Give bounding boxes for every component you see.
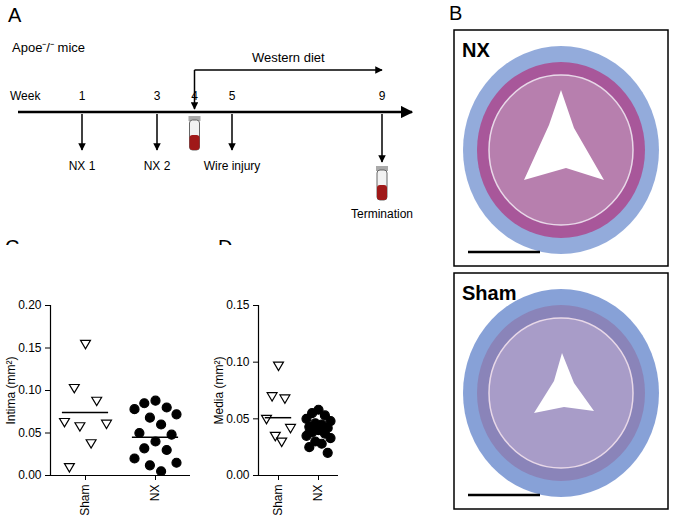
svg-text:Apoe⁻/⁻ mice: Apoe⁻/⁻ mice <box>12 40 85 55</box>
svg-text:0.10: 0.10 <box>18 383 42 397</box>
svg-text:4: 4 <box>191 89 198 103</box>
svg-text:9: 9 <box>379 89 386 103</box>
svg-text:Intima (mm²): Intima (mm²) <box>4 357 18 425</box>
svg-text:Termination: Termination <box>351 207 413 221</box>
html-text:D: D <box>218 236 233 258</box>
svg-text:NX: NX <box>311 485 325 502</box>
svg-text:0.05: 0.05 <box>18 426 42 440</box>
svg-text:0.00: 0.00 <box>18 468 42 482</box>
svg-text:Western diet: Western diet <box>252 50 325 65</box>
svg-text:Sham: Sham <box>271 485 285 516</box>
svg-text:0.15: 0.15 <box>226 298 250 312</box>
svg-text:Sham: Sham <box>462 282 516 304</box>
svg-text:0.10: 0.10 <box>226 355 250 369</box>
svg-text:1: 1 <box>79 89 86 103</box>
svg-text:0.15: 0.15 <box>18 341 42 355</box>
svg-text:Media (mm²): Media (mm²) <box>212 356 226 424</box>
svg-text:NX 2: NX 2 <box>144 159 171 173</box>
svg-text:0.20: 0.20 <box>18 298 42 312</box>
svg-text:0.00: 0.00 <box>226 468 250 482</box>
svg-text:Week: Week <box>10 89 41 103</box>
svg-text:NX 1: NX 1 <box>69 159 96 173</box>
html-text:C: C <box>5 236 20 258</box>
svg-text:Sham: Sham <box>78 485 92 516</box>
svg-text:5: 5 <box>229 89 236 103</box>
svg-text:NX: NX <box>148 485 162 502</box>
svg-text:3: 3 <box>154 89 161 103</box>
svg-text:0.05: 0.05 <box>226 412 250 426</box>
html-text:B: B <box>449 2 463 24</box>
svg-text:Wire injury: Wire injury <box>204 159 261 173</box>
html-text:A: A <box>8 4 22 26</box>
svg-text:NX: NX <box>462 39 490 61</box>
